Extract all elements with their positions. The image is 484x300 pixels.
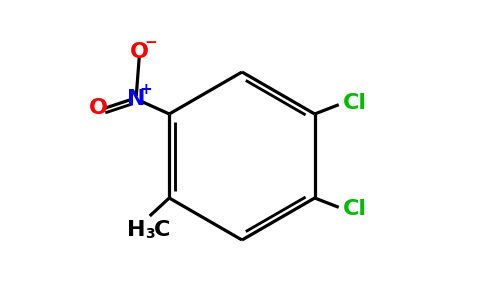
Text: Cl: Cl bbox=[343, 199, 367, 219]
Text: 3: 3 bbox=[146, 227, 155, 241]
Text: +: + bbox=[139, 82, 152, 97]
Text: C: C bbox=[154, 220, 171, 241]
Text: H: H bbox=[127, 220, 145, 241]
Text: −: − bbox=[144, 35, 157, 50]
Text: N: N bbox=[127, 89, 146, 109]
Text: O: O bbox=[89, 98, 107, 118]
Text: O: O bbox=[130, 43, 149, 62]
Text: Cl: Cl bbox=[343, 93, 367, 113]
